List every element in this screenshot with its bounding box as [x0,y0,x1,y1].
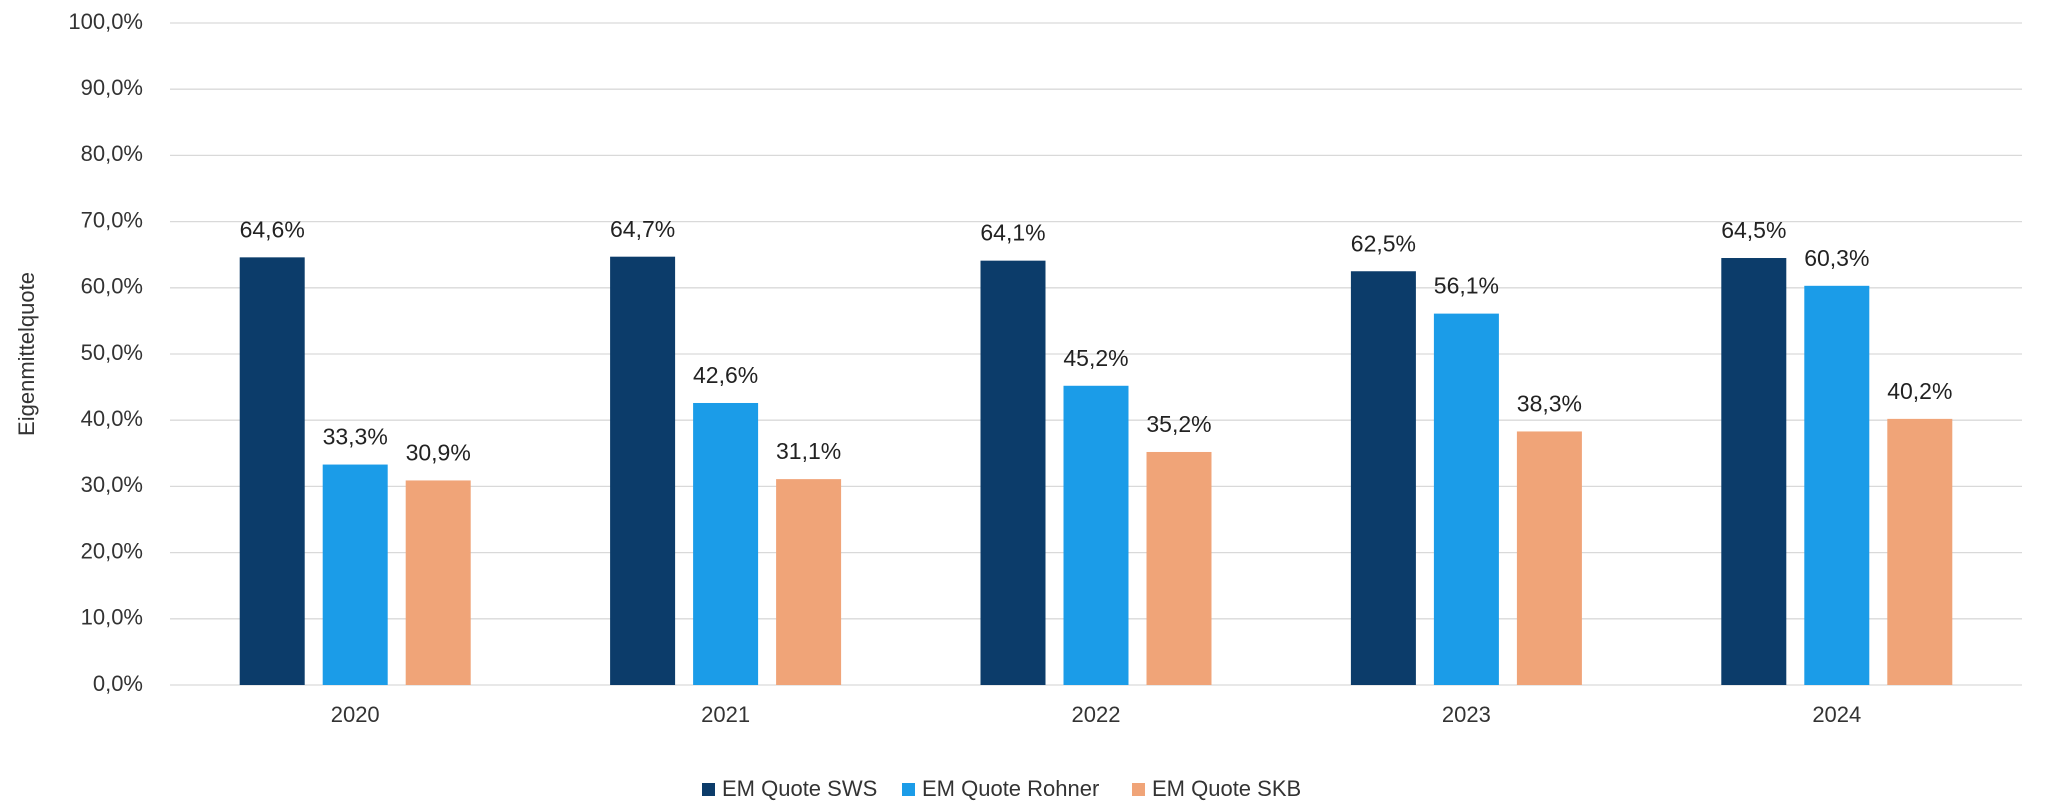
bar [1721,258,1787,685]
value-label: 64,7% [610,216,675,242]
y-tick-label: 20,0% [81,538,143,563]
y-tick-label: 10,0% [81,605,143,630]
bar [1146,451,1212,685]
y-tick-label: 30,0% [81,472,143,497]
value-label: 35,2% [1146,411,1211,437]
bar [693,402,759,685]
value-label: 64,1% [980,220,1045,246]
bar [322,464,388,685]
y-tick-label: 100,0% [68,9,143,34]
bar [405,480,471,685]
legend-swatch [902,783,915,796]
legend-label: EM Quote SWS [722,776,877,801]
value-label: 33,3% [323,424,388,450]
x-tick-label: 2024 [1812,702,1861,727]
y-tick-label: 50,0% [81,340,143,365]
value-label: 38,3% [1517,391,1582,417]
bar [1350,271,1416,685]
value-label: 42,6% [693,362,758,388]
y-tick-label: 90,0% [81,75,143,100]
legend-label: EM Quote SKB [1152,776,1301,801]
bar [776,479,842,685]
y-tick-label: 0,0% [93,671,143,696]
value-label: 31,1% [776,438,841,464]
y-tick-label: 70,0% [81,207,143,232]
y-tick-label: 40,0% [81,406,143,431]
value-label: 56,1% [1434,273,1499,299]
x-tick-label: 2023 [1442,702,1491,727]
value-label: 60,3% [1804,245,1869,271]
bar [610,256,676,685]
bar [239,257,305,685]
bar [980,260,1046,685]
y-tick-label: 80,0% [81,141,143,166]
x-tick-label: 2020 [331,702,380,727]
value-label: 62,5% [1351,230,1416,256]
x-tick-label: 2021 [701,702,750,727]
value-label: 30,9% [406,440,471,466]
bar [1516,431,1582,685]
bar [1804,285,1870,685]
bar [1063,385,1129,685]
value-label: 40,2% [1887,378,1952,404]
legend-swatch [1132,783,1145,796]
value-label: 64,6% [240,216,305,242]
legend-label: EM Quote Rohner [922,776,1099,801]
bar [1433,313,1499,685]
bar [1887,418,1953,685]
y-tick-label: 60,0% [81,274,143,299]
x-tick-label: 2022 [1072,702,1121,727]
legend-swatch [702,783,715,796]
value-label: 64,5% [1721,217,1786,243]
value-label: 45,2% [1063,345,1128,371]
y-axis-label: Eigenmittelquote [14,272,39,436]
